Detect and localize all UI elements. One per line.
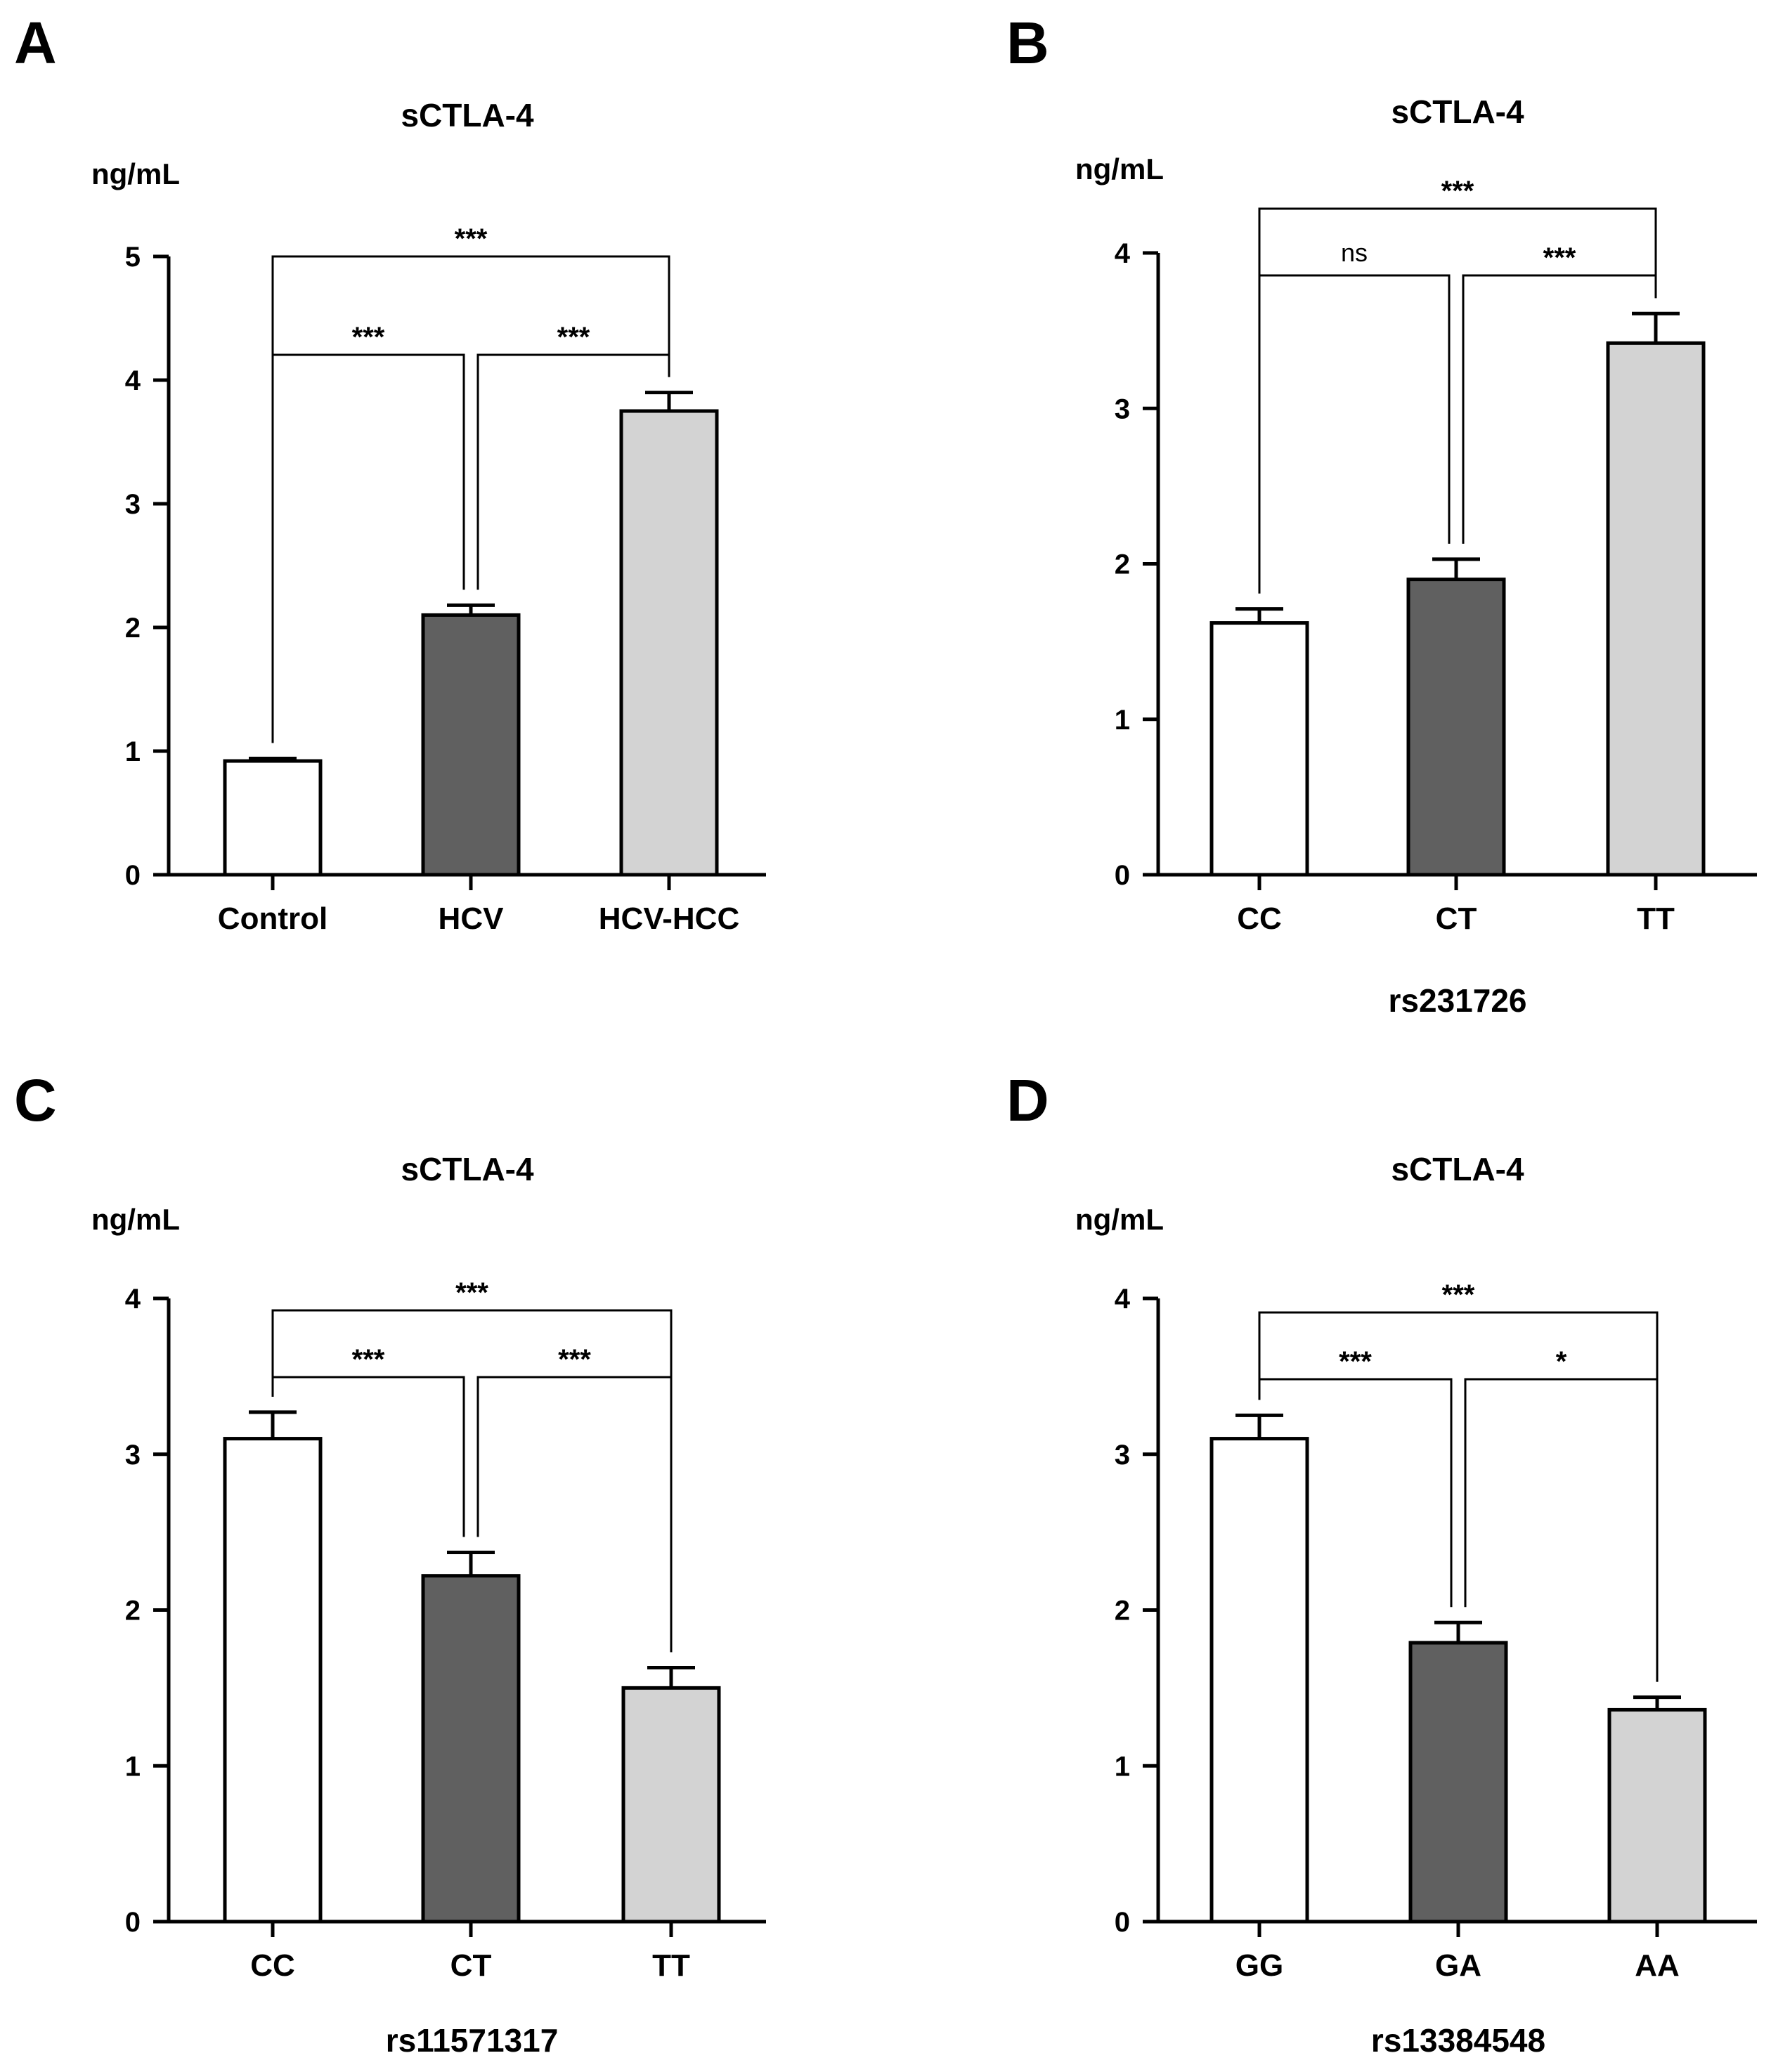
significance-label: *** <box>455 223 488 254</box>
panel-label: A <box>14 10 57 76</box>
significance-bracket <box>1258 1311 1659 1682</box>
panel-label: B <box>1006 10 1049 76</box>
bar-control <box>223 759 323 877</box>
y-axis-label: ng/mL <box>1075 1203 1164 1236</box>
x-tick-label: GA <box>1435 1948 1481 1983</box>
y-tick-label: 1 <box>1115 705 1130 736</box>
significance-label: *** <box>455 1277 488 1308</box>
significance-bracket <box>1258 274 1451 594</box>
significance-label: *** <box>352 322 385 353</box>
significance-label: *** <box>1441 176 1474 207</box>
y-tick-label: 0 <box>125 860 141 891</box>
x-tick-label: CC <box>1237 901 1282 936</box>
y-tick-label: 2 <box>1115 549 1130 580</box>
bar-hcv <box>421 613 521 877</box>
x-tick-label: TT <box>652 1948 690 1983</box>
y-tick-label: 3 <box>125 1440 141 1471</box>
significance-label: ns <box>1341 238 1368 267</box>
significance-bracket <box>271 1309 673 1653</box>
x-axis-label: rs11571317 <box>386 2022 559 2059</box>
bar-cc <box>223 1437 323 1924</box>
y-tick-label: 0 <box>1115 1907 1130 1938</box>
y-tick-label: 5 <box>125 242 141 273</box>
x-tick-label: AA <box>1635 1948 1680 1983</box>
y-axis-label: ng/mL <box>91 1203 180 1236</box>
significance-label: *** <box>557 322 590 353</box>
x-tick-label: GG <box>1235 1948 1283 1983</box>
x-tick-label: CT <box>1436 901 1477 936</box>
bar-ga <box>1408 1641 1508 1924</box>
y-tick-label: 4 <box>1115 238 1131 269</box>
y-axis-label: ng/mL <box>1075 152 1164 185</box>
bar-gg <box>1209 1437 1309 1924</box>
bar-cc <box>1209 621 1309 877</box>
significance-label: *** <box>1543 242 1576 273</box>
y-tick-label: 1 <box>1115 1751 1130 1782</box>
y-tick-label: 2 <box>1115 1596 1130 1627</box>
bar-tt <box>1606 341 1706 877</box>
bar-aa <box>1607 1707 1707 1924</box>
x-axis-label: rs231726 <box>1389 982 1527 1019</box>
bar-ct <box>421 1574 521 1924</box>
significance-bracket <box>1464 1378 1659 1682</box>
significance-label: * <box>1556 1346 1567 1377</box>
y-tick-label: 4 <box>125 1284 141 1315</box>
y-tick-label: 2 <box>125 613 141 644</box>
x-tick-label: CC <box>250 1948 295 1983</box>
panel-label: D <box>1006 1067 1049 1133</box>
y-tick-label: 4 <box>125 365 141 396</box>
chart-title: sCTLA-4 <box>401 1151 534 1187</box>
y-tick-label: 0 <box>125 1907 141 1938</box>
chart-title: sCTLA-4 <box>1391 1151 1524 1187</box>
chart-title: sCTLA-4 <box>1391 93 1524 130</box>
y-tick-label: 1 <box>125 736 141 767</box>
chart-title: sCTLA-4 <box>401 97 534 133</box>
significance-label: *** <box>1339 1346 1372 1377</box>
significance-bracket <box>1258 207 1657 594</box>
x-tick-label: TT <box>1637 901 1675 936</box>
y-tick-label: 1 <box>125 1751 141 1782</box>
x-tick-label: CT <box>450 1948 492 1983</box>
x-tick-label: Control <box>218 901 327 936</box>
x-axis-label: rs13384548 <box>1371 2022 1545 2059</box>
bar-ct <box>1406 578 1506 877</box>
panel-label: C <box>14 1067 57 1133</box>
y-axis-label: ng/mL <box>91 157 180 190</box>
y-tick-label: 3 <box>1115 393 1130 424</box>
significance-label: *** <box>352 1344 385 1375</box>
significance-label: *** <box>1442 1279 1475 1310</box>
significance-bracket <box>271 255 670 743</box>
x-tick-label: HCV <box>439 901 505 936</box>
bar-tt <box>621 1686 721 1924</box>
y-tick-label: 4 <box>1115 1284 1131 1315</box>
bar-hcv-hcc <box>619 409 719 877</box>
y-tick-label: 2 <box>125 1596 141 1627</box>
x-tick-label: HCV-HCC <box>599 901 739 936</box>
significance-label: *** <box>558 1344 591 1375</box>
y-tick-label: 3 <box>125 489 141 520</box>
y-tick-label: 3 <box>1115 1440 1130 1471</box>
y-tick-label: 0 <box>1115 860 1130 891</box>
